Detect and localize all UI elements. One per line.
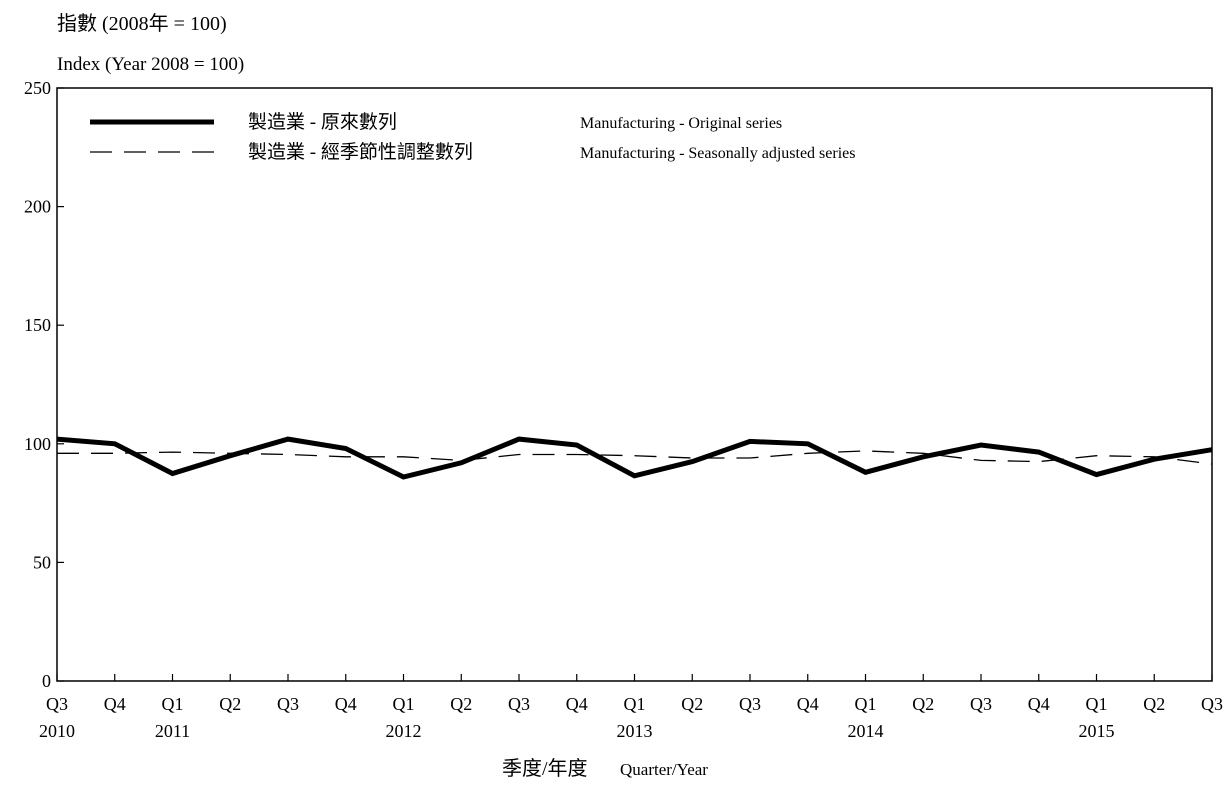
x-tick-label: Q1 (393, 694, 415, 714)
x-year-label: 2011 (155, 721, 190, 741)
y-tick-label: 0 (42, 671, 51, 691)
y-axis-label-en: Index (Year 2008 = 100) (57, 54, 244, 75)
x-tick-label: Q1 (624, 694, 646, 714)
x-axis-ticks: Q3 Q4 Q1 Q2 Q3 Q4 Q1 Q2 Q3 Q4 Q1 Q2 Q3 Q4 Q1 Q2 Q3 Q4 Q1 Q2… (39, 674, 1223, 741)
y-tick-label: 200 (24, 197, 51, 217)
x-tick-label: Q4 (104, 694, 126, 714)
y-axis-label-zh: 指數 (2008年 = 100) (57, 12, 227, 35)
series-line-original (57, 439, 1212, 477)
y-tick-label: 150 (24, 315, 51, 335)
x-tick-label: Q3 (277, 694, 299, 714)
legend-label-original-en: Manufacturing - Original series (580, 115, 782, 132)
x-year-label: 2010 (39, 721, 75, 741)
x-year-label: 2012 (386, 721, 422, 741)
y-tick-label: 100 (24, 434, 51, 454)
legend-label-original-zh: 製造業 - 原來數列 (248, 111, 397, 133)
x-tick-label: Q2 (219, 694, 241, 714)
x-tick-label: Q3 (508, 694, 530, 714)
x-tick-label: Q4 (797, 694, 819, 714)
x-tick-label: Q4 (1028, 694, 1050, 714)
y-tick-label: 250 (24, 78, 51, 98)
x-tick-label: Q3 (970, 694, 992, 714)
y-axis-ticks: 0 50 100 150 200 250 (24, 78, 64, 691)
legend-label-adjusted-zh: 製造業 - 經季節性調整數列 (248, 141, 473, 163)
x-year-label: 2015 (1079, 721, 1115, 741)
x-tick-label: Q3 (46, 694, 68, 714)
x-tick-label: Q2 (912, 694, 934, 714)
series-group (57, 439, 1212, 477)
y-tick-label: 50 (33, 552, 51, 572)
x-tick-label: Q2 (450, 694, 472, 714)
legend: 製造業 - 原來數列 Manufacturing - Original seri… (90, 111, 855, 163)
x-year-label: 2014 (848, 721, 884, 741)
x-axis-label-en: Quarter/Year (620, 760, 708, 779)
legend-label-adjusted-en: Manufacturing - Seasonally adjusted seri… (580, 145, 855, 162)
x-tick-label: Q3 (739, 694, 761, 714)
x-axis-label-zh: 季度/年度 (502, 757, 588, 780)
x-tick-label: Q2 (681, 694, 703, 714)
x-tick-label: Q1 (162, 694, 184, 714)
x-tick-label: Q2 (1143, 694, 1165, 714)
x-tick-label: Q4 (335, 694, 357, 714)
x-tick-label: Q3 (1201, 694, 1223, 714)
x-tick-label: Q4 (566, 694, 588, 714)
plot-frame (57, 88, 1212, 681)
x-tick-label: Q1 (1086, 694, 1108, 714)
x-tick-label: Q1 (855, 694, 877, 714)
x-year-label: 2013 (617, 721, 653, 741)
